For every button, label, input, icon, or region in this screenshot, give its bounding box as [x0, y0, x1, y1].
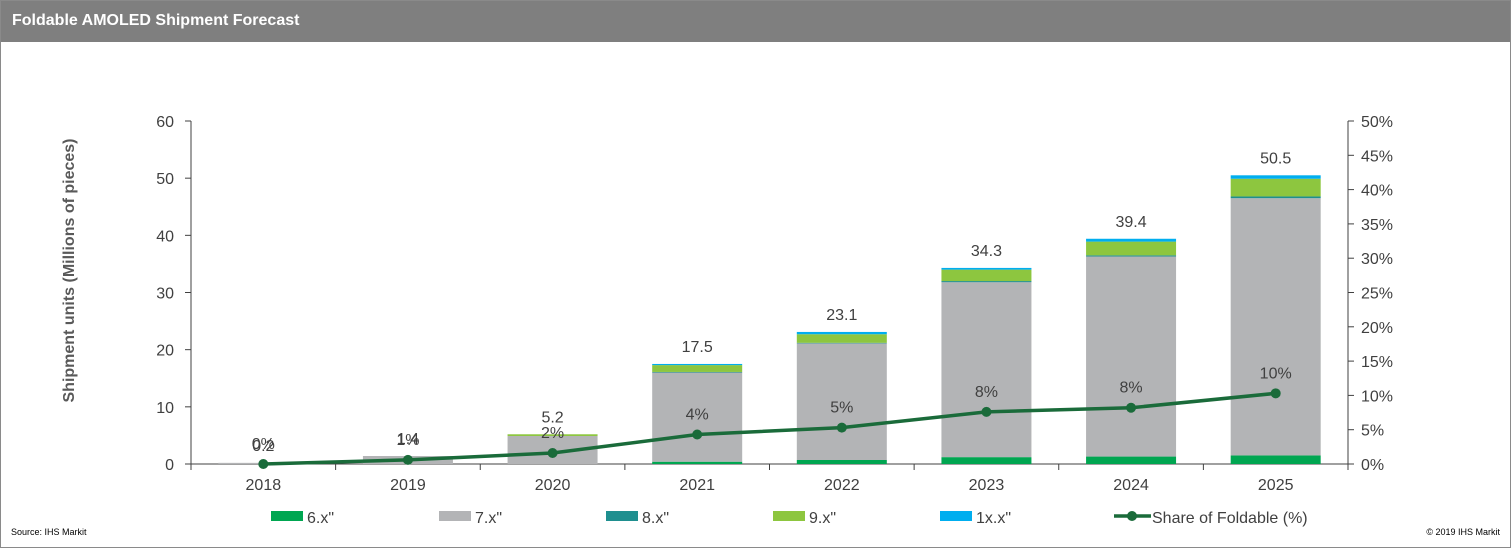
bar-segment: [1230, 175, 1321, 179]
y2-tick-label: 30%: [1361, 251, 1393, 268]
x-tick-label: 2018: [246, 477, 282, 494]
share-marker: [547, 448, 558, 459]
legend-line-marker: [1127, 511, 1137, 521]
legend-swatch: [606, 511, 638, 521]
bar-total-label: 17.5: [682, 339, 713, 356]
bar-total-label: 23.1: [826, 307, 857, 324]
y-tick-label: 50: [156, 171, 174, 188]
x-tick-label: 2024: [1113, 477, 1149, 494]
legend-label: 6.x": [307, 510, 334, 527]
share-label: 0%: [252, 436, 275, 453]
y2-tick-label: 5%: [1361, 423, 1384, 440]
share-line: [263, 391, 1276, 466]
bar-total-label: 34.3: [971, 243, 1002, 260]
y-axis-title: Shipment units (Millions of pieces): [61, 138, 78, 402]
bar-segment: [796, 342, 887, 344]
y2-tick-label: 0%: [1361, 457, 1384, 474]
y2-tick-label: 40%: [1361, 183, 1393, 200]
bar-segment: [941, 267, 1032, 270]
x-tick-label: 2023: [969, 477, 1005, 494]
y2-tick-label: 20%: [1361, 320, 1393, 337]
bar-segment: [1086, 255, 1177, 257]
x-tick-label: 2025: [1258, 477, 1294, 494]
share-label: 8%: [975, 384, 998, 401]
share-label: 2%: [541, 425, 564, 442]
y2-tick-label: 45%: [1361, 148, 1393, 165]
chart-title: Foldable AMOLED Shipment Forecast: [12, 12, 300, 29]
y-tick-label: 0: [165, 457, 174, 474]
bar-segment: [652, 365, 743, 372]
legend-label: 7.x": [475, 510, 502, 527]
bar-segment: [1230, 178, 1321, 197]
share-marker: [981, 406, 992, 417]
bar-segment: [652, 363, 743, 366]
share-label: 5%: [830, 400, 853, 417]
x-tick-label: 2022: [824, 477, 860, 494]
x-tick-label: 2019: [390, 477, 426, 494]
share-marker: [1126, 402, 1137, 413]
y2-tick-label: 50%: [1361, 114, 1393, 131]
share-marker: [692, 429, 703, 440]
title-bar: Foldable AMOLED Shipment Forecast: [1, 1, 1510, 42]
bar-segment: [652, 461, 743, 464]
y-tick-label: 10: [156, 400, 174, 417]
bar-segment: [1086, 241, 1177, 256]
x-tick-label: 2020: [535, 477, 571, 494]
bar-segment: [1086, 238, 1177, 242]
bar-segment: [1086, 256, 1177, 457]
bar-segment: [796, 334, 887, 343]
bar-segment: [1230, 198, 1321, 456]
bar-segment: [941, 281, 1032, 283]
share-label: 1%: [396, 432, 419, 449]
share-marker: [836, 422, 847, 433]
y2-tick-label: 10%: [1361, 388, 1393, 405]
share-label: 4%: [686, 407, 709, 424]
y2-tick-label: 15%: [1361, 354, 1393, 371]
legend-swatch: [773, 511, 805, 521]
bar-segment: [796, 459, 887, 464]
bar-segment: [796, 331, 887, 335]
bar-total-label: 50.5: [1260, 150, 1291, 167]
bar-segment: [507, 434, 598, 436]
bar-segment: [1230, 196, 1321, 199]
y-tick-label: 60: [156, 114, 174, 131]
legend-label: 9.x": [809, 510, 836, 527]
y2-tick-label: 35%: [1361, 217, 1393, 234]
share-label: 10%: [1260, 365, 1292, 382]
share-marker: [258, 459, 269, 469]
bar-segment: [1230, 455, 1321, 464]
legend-swatch: [439, 511, 471, 521]
bar-segment: [652, 371, 743, 373]
share-marker: [1270, 388, 1281, 399]
y-tick-label: 20: [156, 343, 174, 360]
bar-segment: [941, 457, 1032, 464]
legend-label: 8.x": [642, 510, 669, 527]
y2-tick-label: 25%: [1361, 286, 1393, 303]
bar-total-label: 0.2: [252, 438, 274, 455]
bar-segment: [796, 343, 887, 460]
copyright-note: © 2019 IHS Markit: [1426, 527, 1500, 537]
bar-segment: [652, 372, 743, 462]
legend-swatch: [940, 511, 972, 521]
bar-segment: [1086, 456, 1177, 464]
bar-segment: [941, 269, 1032, 282]
legend-swatch: [271, 511, 303, 521]
source-note: Source: IHS Markit: [11, 527, 87, 537]
bar-total-label: 39.4: [1115, 214, 1146, 231]
share-marker: [402, 454, 413, 465]
legend-label: Share of Foldable (%): [1152, 510, 1308, 527]
bar-segment: [941, 282, 1032, 458]
bar-total-label: 5.2: [541, 409, 563, 426]
bar-total-label: 1.4: [397, 431, 419, 448]
share-label: 8%: [1120, 380, 1143, 397]
legend-label: 1x.x": [976, 510, 1011, 527]
y-tick-label: 40: [156, 228, 174, 245]
x-tick-label: 2021: [679, 477, 715, 494]
y-tick-label: 30: [156, 286, 174, 303]
